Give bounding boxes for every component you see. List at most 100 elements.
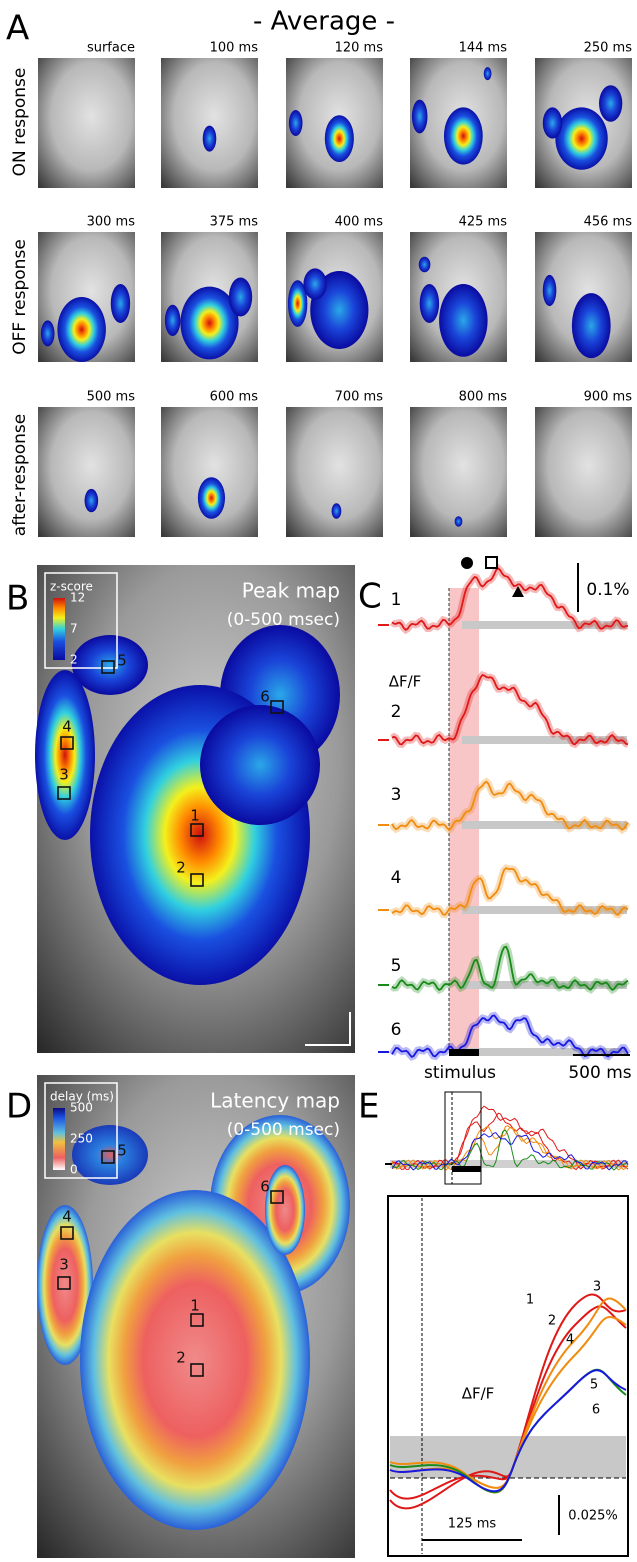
activation-blob xyxy=(542,107,563,139)
activation-blob xyxy=(555,107,608,170)
roi-box xyxy=(190,1313,204,1327)
map-region xyxy=(37,1205,93,1365)
scale-bar xyxy=(305,1012,351,1046)
activation-blob xyxy=(439,284,488,357)
activation-blob xyxy=(110,284,131,323)
frame-label: 800 ms xyxy=(459,390,508,405)
trace xyxy=(391,867,629,916)
panel-label: C xyxy=(358,577,382,617)
roi-label: 6 xyxy=(260,688,270,706)
trace xyxy=(391,780,629,831)
frame-label: 425 ms xyxy=(459,215,508,230)
trace xyxy=(391,673,629,746)
scale-label: 0.1% xyxy=(586,580,629,600)
colorbar xyxy=(53,598,65,660)
roi-label: 1 xyxy=(190,807,200,825)
row-label: OFF response xyxy=(10,239,30,355)
colorbar-tick: 0 xyxy=(70,1163,78,1177)
row-label: ON response xyxy=(10,68,30,177)
stimulus-label: stimulus xyxy=(424,1063,496,1083)
stimulus-bar xyxy=(452,1166,481,1172)
map-region xyxy=(72,1125,148,1185)
frame-label: 375 ms xyxy=(210,215,259,230)
map-region xyxy=(265,1165,305,1255)
roi-label: 6 xyxy=(260,1178,270,1196)
cortex-image xyxy=(410,407,507,537)
trace xyxy=(391,567,629,632)
baseline-band xyxy=(462,621,627,629)
roi-label: 4 xyxy=(62,1208,72,1226)
cortex-image xyxy=(38,407,135,537)
colorbar-tick: 7 xyxy=(70,622,78,636)
trace-label: 1 xyxy=(526,1293,534,1308)
roi-box xyxy=(57,786,71,800)
roi-label: 3 xyxy=(59,1256,69,1274)
cortex-image xyxy=(38,58,135,188)
roi-box xyxy=(101,1150,115,1164)
activation-blob xyxy=(599,85,623,122)
roi-label: 5 xyxy=(117,1142,127,1160)
stimulus-bar xyxy=(449,1049,479,1056)
map-subtitle: (0-500 msec) xyxy=(227,610,340,630)
panel-label: B xyxy=(6,579,29,619)
panel-label: D xyxy=(6,1087,32,1127)
map-subtitle: (0-500 msec) xyxy=(227,1120,340,1140)
roi-box xyxy=(190,873,204,887)
activation-blob xyxy=(571,293,611,359)
activation-blob xyxy=(418,256,431,273)
colorbar-tick: 12 xyxy=(70,591,85,605)
cortex-image xyxy=(161,58,258,188)
frame-label: 600 ms xyxy=(210,390,259,405)
stimulus-window xyxy=(449,588,479,1050)
activation-blob xyxy=(180,286,239,360)
panel-label: A xyxy=(6,9,29,49)
frame-label: 120 ms xyxy=(335,41,384,56)
axis-label: ΔF/F xyxy=(389,673,422,691)
frame-label: 700 ms xyxy=(335,390,384,405)
trace-label: 2 xyxy=(391,702,402,722)
map-region xyxy=(35,670,95,840)
activation-blob xyxy=(303,268,327,300)
baseline-band xyxy=(462,736,627,744)
colorbar-tick: 500 xyxy=(70,1101,93,1115)
baseline-band xyxy=(462,981,627,989)
roi-box xyxy=(190,823,204,837)
cortex-image xyxy=(535,407,632,537)
baseline-band xyxy=(462,1048,627,1056)
activation-blob xyxy=(40,320,55,347)
baseline-band xyxy=(462,906,627,914)
activation-blob xyxy=(542,274,557,307)
roi-label: 3 xyxy=(59,766,69,784)
trace-label: 5 xyxy=(391,956,402,976)
scale-label: 0.025% xyxy=(568,1509,618,1524)
scale-label: 500 ms xyxy=(568,1063,631,1083)
baseline-band xyxy=(462,821,627,829)
marker-square xyxy=(485,556,498,569)
marker-circle xyxy=(461,557,473,569)
zoom-panel xyxy=(387,1195,629,1557)
activation-blob xyxy=(57,297,106,362)
trace xyxy=(391,1014,629,1058)
roi-box xyxy=(190,1363,204,1377)
activation-blob xyxy=(197,477,226,519)
trace-label: 1 xyxy=(391,590,402,610)
activation-blob xyxy=(324,115,354,162)
activation-blob xyxy=(202,125,217,152)
frame-label: 144 ms xyxy=(459,41,508,56)
activation-blob xyxy=(287,280,308,327)
zoom-trace xyxy=(389,1369,627,1493)
trace-label: 3 xyxy=(593,1280,601,1295)
map-region xyxy=(200,705,320,825)
trace-label: 4 xyxy=(566,1333,574,1348)
trace-label: 4 xyxy=(391,868,402,888)
trace-error xyxy=(390,670,629,749)
colorbar-label: delay (ms) xyxy=(50,1090,114,1104)
roi-box xyxy=(60,736,74,750)
activation-blob xyxy=(228,277,253,317)
roi-label: 2 xyxy=(176,1349,186,1367)
roi-box xyxy=(101,660,115,674)
activation-blob xyxy=(483,67,492,81)
map-title: Latency map xyxy=(210,1089,340,1113)
frame-label: 400 ms xyxy=(335,215,384,230)
